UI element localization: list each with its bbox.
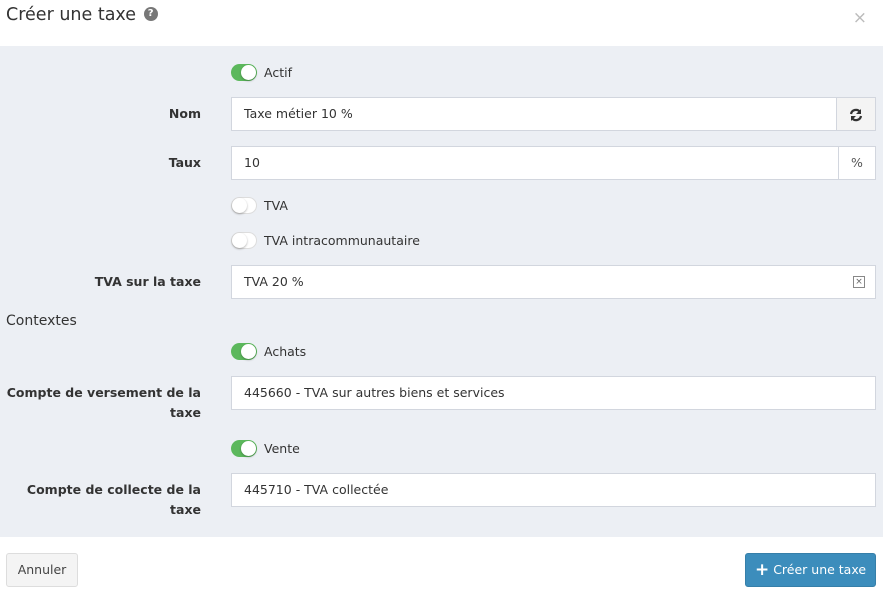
compte-versement-label: Compte de versement de la taxe xyxy=(6,385,201,420)
contextes-heading: Contextes xyxy=(6,313,77,329)
create-tax-button[interactable]: + Créer une taxe xyxy=(745,553,876,587)
nom-input[interactable]: Taxe métier 10 % xyxy=(231,97,876,131)
cancel-button[interactable]: Annuler xyxy=(6,553,78,587)
percent-addon: % xyxy=(838,147,875,179)
actif-toggle[interactable] xyxy=(231,64,257,81)
achats-toggle[interactable] xyxy=(231,343,257,360)
achats-label: Achats xyxy=(264,344,307,359)
vente-toggle[interactable] xyxy=(231,440,257,457)
question-circle-icon[interactable]: ? xyxy=(143,7,158,21)
compte-collecte-select[interactable]: 445710 - TVA collectée xyxy=(231,473,876,507)
compte-collecte-label: Compte de collecte de la taxe xyxy=(26,482,201,517)
tva-sur-taxe-select[interactable]: TVA 20 % × xyxy=(231,265,876,299)
clear-x-icon[interactable]: × xyxy=(853,276,865,288)
taux-label: Taux xyxy=(168,155,201,170)
tva-sur-taxe-label: TVA sur la taxe xyxy=(94,274,201,289)
modal-title: Créer une taxe ? xyxy=(6,5,158,25)
tva-label: TVA xyxy=(264,198,288,213)
actif-label: Actif xyxy=(264,65,292,80)
close-icon[interactable]: × xyxy=(852,8,867,28)
compte-versement-select[interactable]: 445660 - TVA sur autres biens et service… xyxy=(231,376,876,410)
nom-label: Nom xyxy=(168,106,201,121)
taux-input[interactable]: 10 % xyxy=(231,146,876,180)
vente-label: Vente xyxy=(264,441,300,456)
tva-intra-label: TVA intracommunautaire xyxy=(264,233,420,248)
tva-intra-toggle[interactable] xyxy=(231,232,257,249)
refresh-icon[interactable] xyxy=(836,98,875,130)
plus-icon: + xyxy=(754,560,770,580)
tva-toggle[interactable] xyxy=(231,197,257,214)
